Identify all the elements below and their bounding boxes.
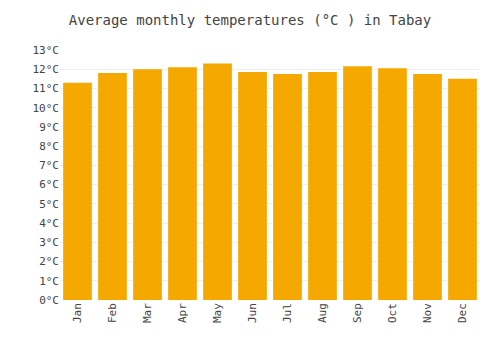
svg-text:12°C: 12°C xyxy=(33,63,60,76)
svg-text:8°C: 8°C xyxy=(39,140,59,153)
svg-text:0°C: 0°C xyxy=(39,294,59,307)
svg-text:9°C: 9°C xyxy=(39,121,59,134)
svg-text:Jun: Jun xyxy=(246,303,259,323)
svg-text:3°C: 3°C xyxy=(39,236,59,249)
svg-text:Average monthly temperatures (: Average monthly temperatures (°C ) in Ta… xyxy=(69,12,431,28)
svg-text:6°C: 6°C xyxy=(39,178,59,191)
svg-text:Feb: Feb xyxy=(106,303,119,323)
svg-text:13°C: 13°C xyxy=(33,44,60,57)
svg-text:Apr: Apr xyxy=(176,303,189,323)
svg-text:Mar: Mar xyxy=(141,303,154,323)
svg-text:7°C: 7°C xyxy=(39,159,59,172)
svg-text:Jul: Jul xyxy=(281,303,294,323)
svg-text:1°C: 1°C xyxy=(39,275,59,288)
svg-text:5°C: 5°C xyxy=(39,198,59,211)
svg-text:Aug: Aug xyxy=(316,303,329,323)
svg-text:Nov: Nov xyxy=(421,303,434,323)
svg-text:Sep: Sep xyxy=(351,303,364,323)
svg-text:11°C: 11°C xyxy=(33,82,60,95)
svg-text:4°C: 4°C xyxy=(39,217,59,230)
svg-text:Jan: Jan xyxy=(71,303,84,323)
svg-text:10°C: 10°C xyxy=(33,102,60,115)
svg-text:Oct: Oct xyxy=(386,303,399,323)
svg-text:May: May xyxy=(211,303,224,323)
svg-text:2°C: 2°C xyxy=(39,255,59,268)
svg-text:Dec: Dec xyxy=(456,303,469,323)
